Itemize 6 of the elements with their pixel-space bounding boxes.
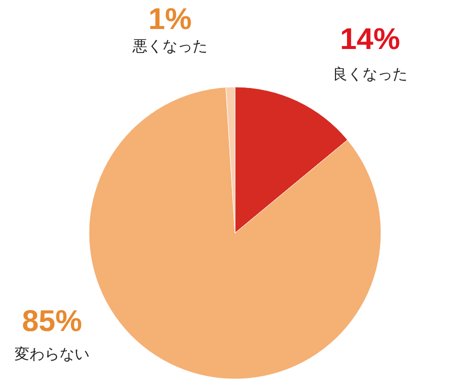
- slice-label: 悪くなった: [132, 37, 208, 55]
- slice-label: 良くなった: [332, 65, 408, 83]
- slice-label: 変わらない: [14, 345, 90, 363]
- data-label: 1%: [148, 3, 192, 36]
- data-label: 85%: [22, 305, 82, 338]
- data-label: 14%: [340, 23, 400, 56]
